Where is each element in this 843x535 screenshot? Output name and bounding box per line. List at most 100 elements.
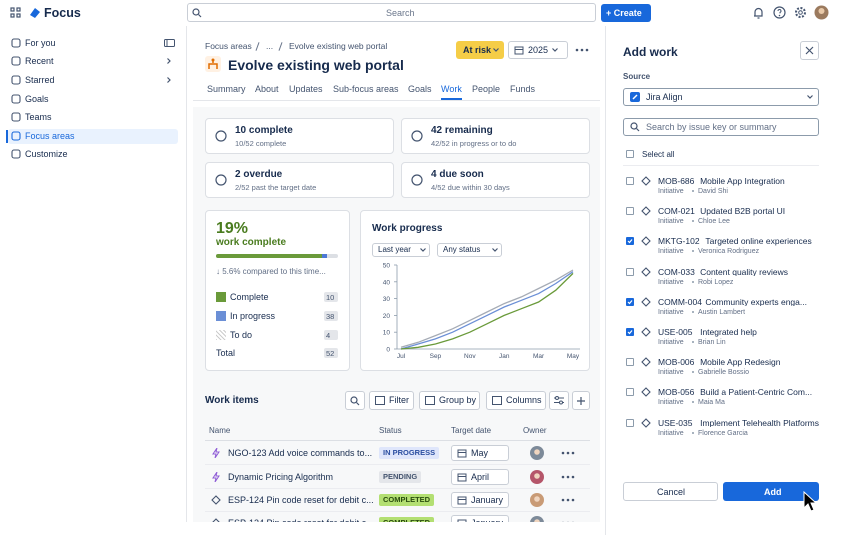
- stat-sub: 42/52 in progress or to do: [431, 139, 517, 148]
- cancel-label[interactable]: Cancel: [657, 487, 686, 497]
- tab[interactable]: Updates: [289, 84, 323, 94]
- item-key: MOB-686: [658, 176, 695, 186]
- row-border: [205, 464, 590, 465]
- item-title: Mobile App Redesign: [700, 358, 781, 367]
- item-name[interactable]: NGO-123 Add voice commands to...: [228, 448, 373, 458]
- item-key: MOB-006: [658, 357, 695, 368]
- date-label: January: [471, 495, 504, 505]
- tool-label[interactable]: Filter: [389, 395, 409, 405]
- add-label[interactable]: Add: [764, 487, 782, 497]
- panel-search-icon: [630, 122, 640, 132]
- settings[interactable]: [794, 6, 807, 19]
- work-progress-chart: 0 10 20 30 40 50 Jul Sep Nov Jan Mar May: [383, 263, 580, 360]
- panel-search[interactable]: [623, 118, 819, 136]
- column-header[interactable]: Status: [379, 426, 402, 435]
- item-checkbox[interactable]: [626, 358, 634, 367]
- item-type: Initiative: [658, 339, 684, 346]
- add-work-button[interactable]: [723, 482, 819, 501]
- sidebar-icon: [11, 56, 21, 66]
- tool-button[interactable]: [369, 391, 414, 410]
- x-tick-label: Mar: [533, 353, 545, 360]
- item-type: Initiative: [658, 308, 684, 316]
- source-select[interactable]: [623, 88, 819, 106]
- item-checkbox[interactable]: [626, 418, 634, 427]
- item-title: Implement Telehealth Platforms: [700, 418, 819, 428]
- sidebar-item[interactable]: Teams: [25, 112, 52, 122]
- row-menu[interactable]: [561, 498, 575, 502]
- column-header[interactable]: Owner: [523, 426, 547, 435]
- date-icon: [457, 496, 467, 505]
- search-box[interactable]: [187, 3, 596, 22]
- tab[interactable]: Work: [441, 84, 462, 94]
- item-icon: [212, 448, 220, 458]
- jira-icon: [630, 92, 640, 102]
- work-search-icon: [350, 396, 360, 406]
- sidebar-item[interactable]: Recent: [25, 56, 54, 66]
- work-search-button[interactable]: [345, 391, 365, 410]
- cancel-button[interactable]: [623, 482, 718, 501]
- breadcrumb[interactable]: ...: [266, 41, 274, 51]
- breadcrumb-separator: [278, 42, 283, 51]
- stat-sub: 10/52 complete: [235, 139, 287, 148]
- settings-button[interactable]: [549, 391, 569, 410]
- logo: [30, 8, 40, 18]
- year-button[interactable]: [508, 41, 568, 59]
- stat-card: [205, 118, 394, 154]
- help[interactable]: [773, 6, 786, 19]
- chart-filter-label[interactable]: Any status: [443, 245, 481, 254]
- tab[interactable]: Goals: [408, 84, 432, 94]
- item-dot: [692, 401, 694, 404]
- date-icon: [457, 473, 467, 482]
- column-header[interactable]: Target date: [451, 426, 492, 435]
- tab[interactable]: Funds: [510, 84, 536, 94]
- notifications[interactable]: [752, 6, 765, 20]
- tool-label[interactable]: Group by: [439, 395, 477, 405]
- item-type-icon: [641, 206, 651, 216]
- tool-icon: [425, 396, 435, 405]
- app-switcher[interactable]: [10, 7, 21, 18]
- sidebar-item[interactable]: For you: [25, 38, 56, 48]
- item-checkbox[interactable]: [626, 207, 634, 216]
- chart-filter[interactable]: [372, 243, 430, 257]
- column-header[interactable]: Name: [209, 426, 231, 435]
- more-menu[interactable]: [575, 48, 589, 52]
- avatar[interactable]: [814, 5, 829, 20]
- item-dot: [692, 250, 694, 253]
- item-checkbox[interactable]: [626, 177, 634, 185]
- y-tick-label: 20: [383, 313, 391, 320]
- chart-filter[interactable]: [437, 243, 502, 257]
- tab[interactable]: People: [472, 84, 501, 94]
- breadcrumb-separator: [255, 42, 260, 51]
- close-button[interactable]: [800, 41, 819, 60]
- tab[interactable]: Sub-focus areas: [333, 84, 399, 94]
- legend-count: 10: [326, 293, 335, 302]
- stat-title: 42 remaining: [431, 125, 493, 136]
- create-button[interactable]: [601, 4, 651, 22]
- sidebar-toggle[interactable]: [164, 39, 175, 47]
- stat-sub: 4/52 due within 30 days: [431, 183, 510, 192]
- status-button[interactable]: [456, 41, 504, 59]
- sidebar-item[interactable]: Focus areas: [25, 131, 75, 141]
- tool-button[interactable]: [486, 391, 546, 410]
- select-all-label[interactable]: Select all: [642, 150, 675, 159]
- row-menu[interactable]: [561, 475, 575, 479]
- item-checkbox[interactable]: [626, 388, 634, 397]
- item-title: Updated B2B portal UI: [700, 207, 786, 216]
- item-checkbox[interactable]: [626, 267, 634, 276]
- legend-count-bg: [324, 292, 338, 302]
- tool-label[interactable]: Columns: [506, 395, 542, 405]
- select-all-checkbox[interactable]: [626, 150, 634, 158]
- tab[interactable]: Summary: [207, 84, 246, 94]
- item-name[interactable]: Dynamic Pricing Algorithm: [228, 472, 334, 482]
- row-menu[interactable]: [561, 451, 575, 455]
- chart-filter-label[interactable]: Last year: [378, 245, 411, 254]
- item-name[interactable]: ESP-124 Pin code reset for debit c...: [228, 495, 374, 505]
- tool-button[interactable]: [419, 391, 480, 410]
- sidebar-item[interactable]: Goals: [25, 94, 49, 104]
- legend-label: Complete: [230, 292, 269, 302]
- tab[interactable]: About: [255, 84, 279, 94]
- item-owner: David Shi: [698, 188, 728, 195]
- sidebar-item[interactable]: Starred: [25, 75, 55, 85]
- breadcrumb[interactable]: Focus areas: [205, 41, 252, 51]
- sidebar-item[interactable]: Customize: [25, 149, 68, 159]
